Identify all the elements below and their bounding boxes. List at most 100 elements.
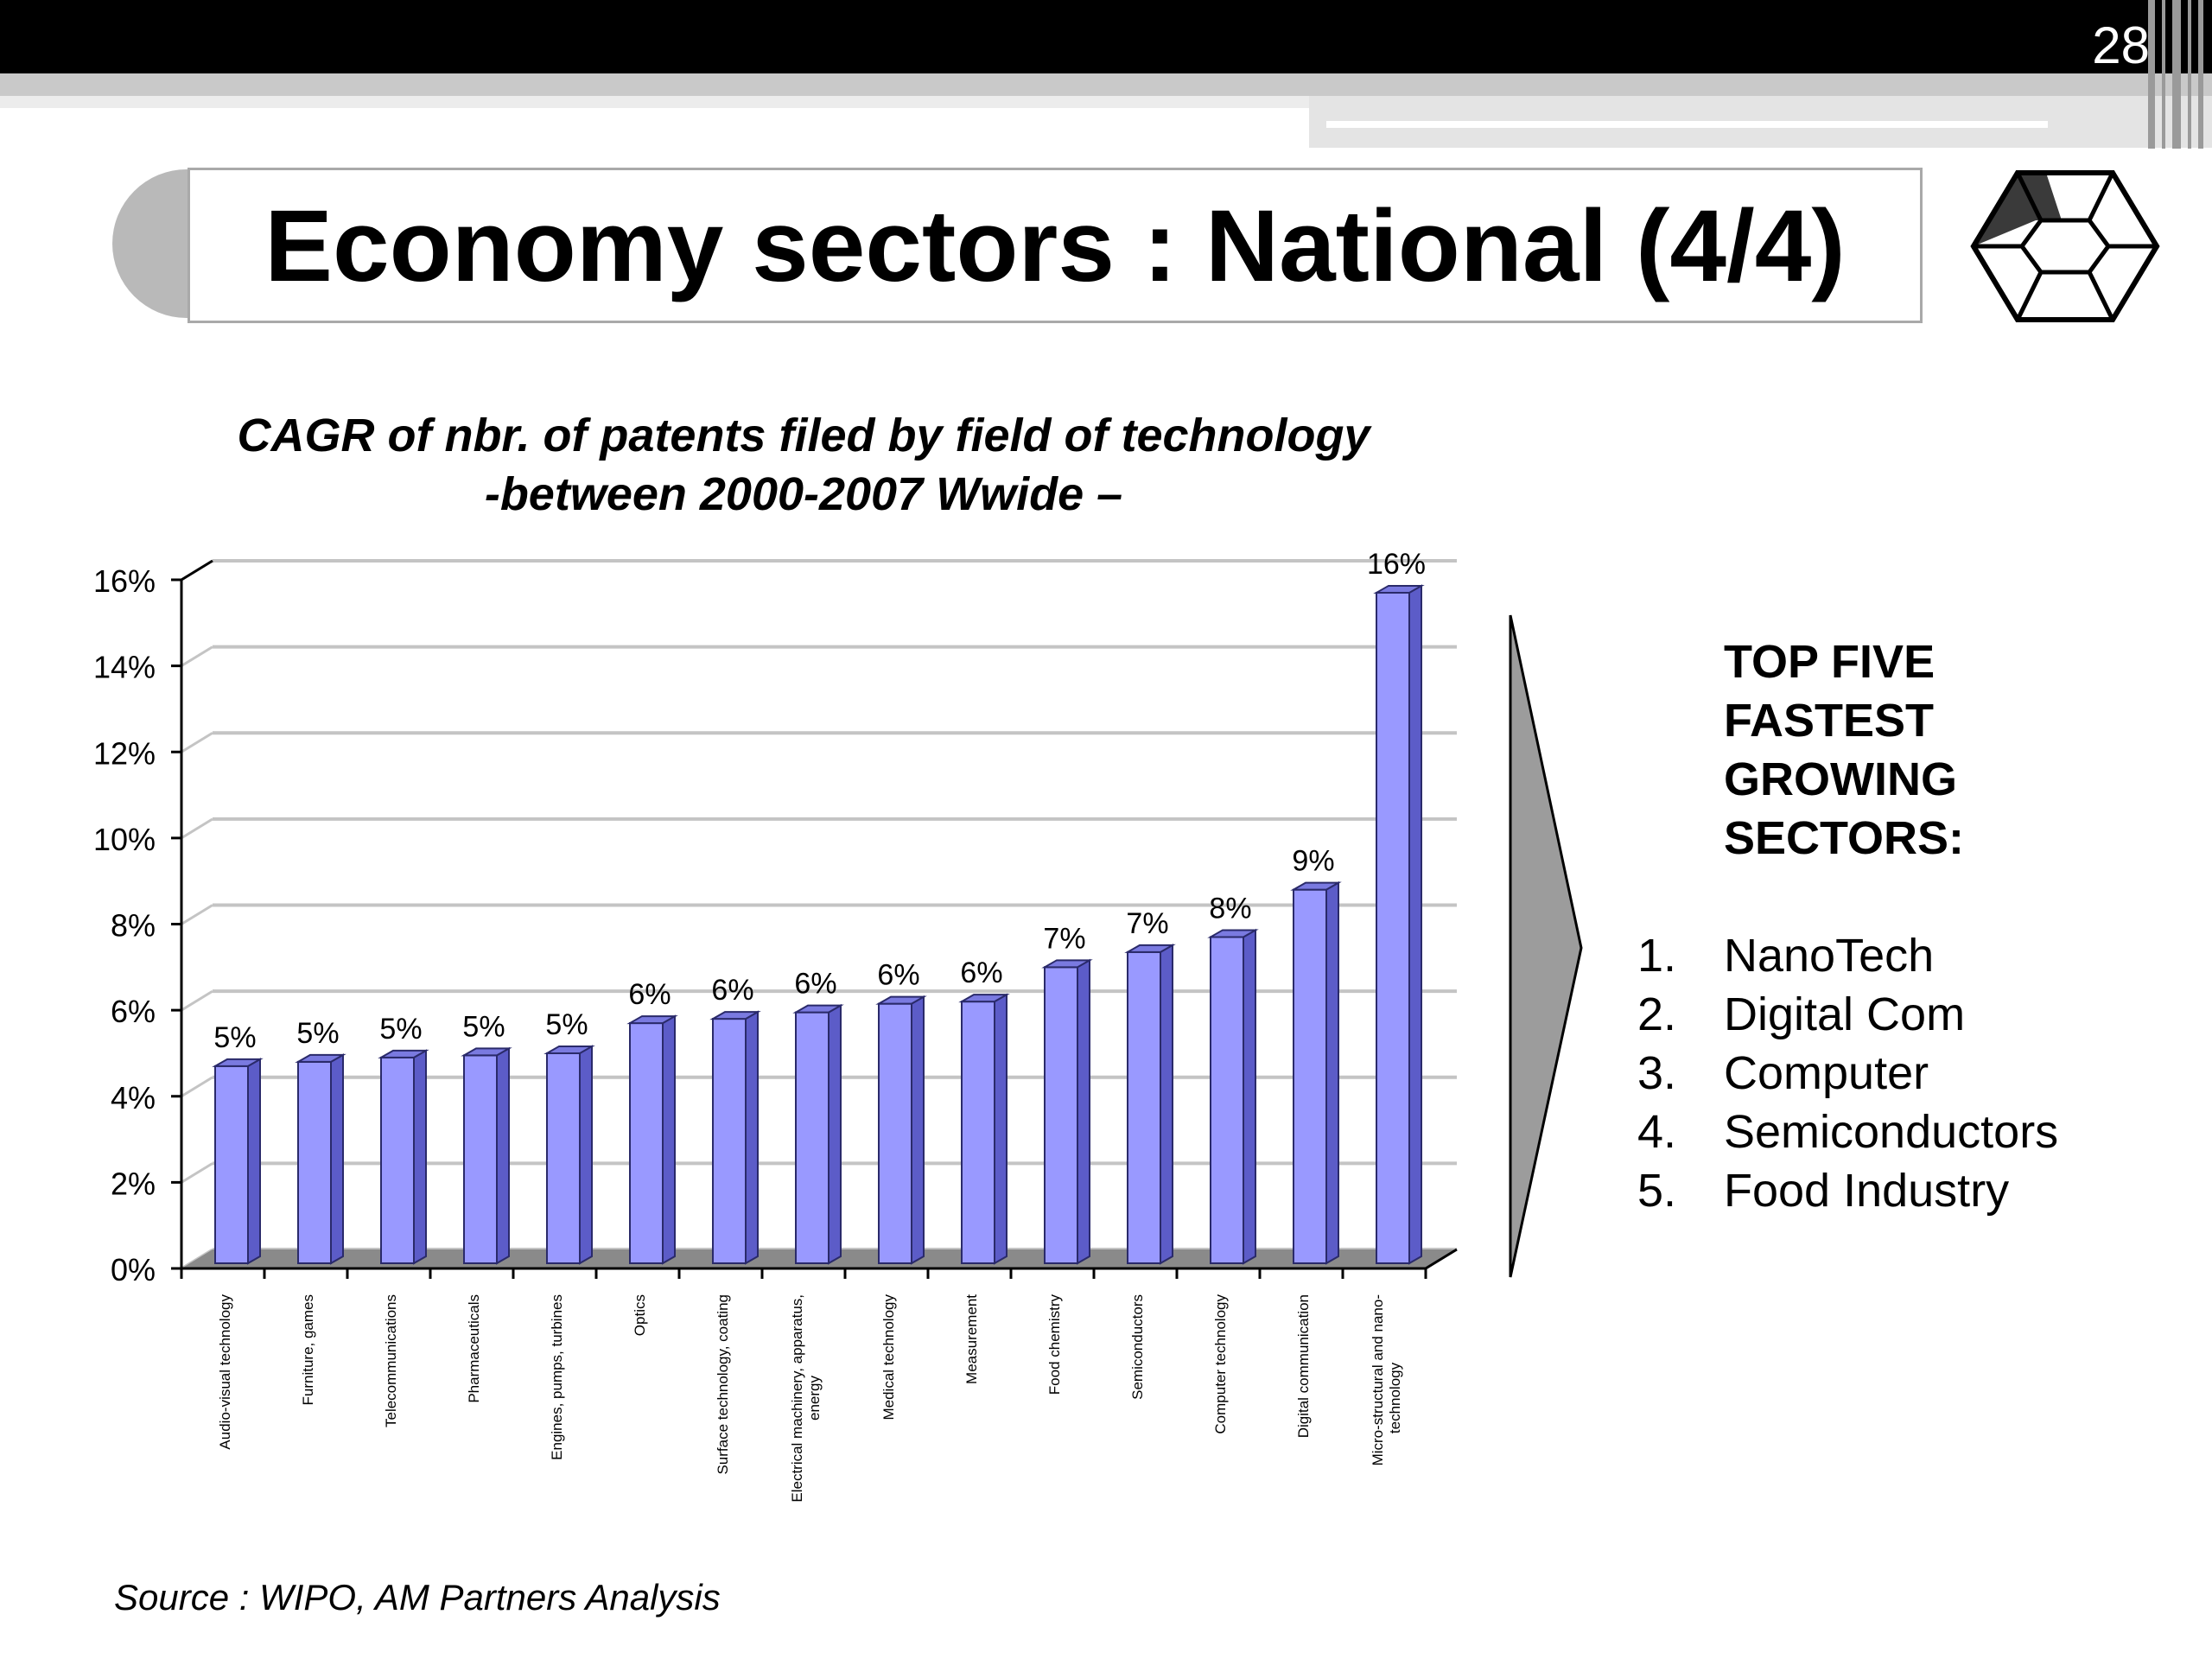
data-label: 8%: [1209, 892, 1251, 925]
source-note: Source : WIPO, AM Partners Analysis: [114, 1577, 721, 1618]
bar: [297, 1060, 332, 1265]
y-tick-label: 12%: [93, 735, 156, 771]
list-label: Semiconductors: [1724, 1106, 2059, 1158]
bar: [1127, 950, 1161, 1265]
data-label: 9%: [1292, 845, 1334, 878]
y-axis-top: [181, 559, 213, 582]
bar-top: [1207, 929, 1259, 938]
title-box: [188, 168, 1923, 323]
x-tick-label: Pharmaceuticals: [466, 1294, 482, 1403]
list-label: Digital Com: [1724, 988, 1966, 1040]
page-number: 28: [2092, 16, 2150, 74]
data-label: 5%: [462, 1010, 505, 1043]
x-tick-label: Electrical machinery, apparatus,energy: [789, 1294, 823, 1503]
top-five-heading: TOP FIVE FASTEST GROWING SECTORS:: [1724, 632, 1964, 868]
list-label: Food Industry: [1724, 1165, 2010, 1217]
y-tick-label: 0%: [111, 1252, 156, 1287]
hexagon-logo-icon: [1970, 170, 2160, 322]
bar: [214, 1065, 249, 1264]
bar-side: [330, 1053, 344, 1265]
x-axis-end: [1425, 1248, 1458, 1270]
x-tick-label: Engines, pumps, turbines: [549, 1294, 565, 1460]
x-tick-label: Measurement: [963, 1294, 980, 1384]
x-tick-label: Audio-visual technology: [217, 1294, 233, 1450]
data-label: 6%: [711, 974, 753, 1007]
bar-top: [543, 1045, 595, 1054]
data-label: 6%: [628, 978, 671, 1011]
heading-line: TOP FIVE: [1724, 636, 1936, 688]
bar-top: [792, 1004, 844, 1014]
bar-side: [1160, 944, 1173, 1265]
x-tick-label: Computer technology: [1212, 1294, 1229, 1434]
bar: [380, 1056, 415, 1264]
x-tick-label: Telecommunications: [383, 1294, 399, 1427]
heading-line: SECTORS:: [1724, 812, 1965, 864]
bar-top: [461, 1047, 512, 1057]
y-tick-label: 8%: [111, 908, 156, 944]
data-label: 5%: [545, 1008, 588, 1041]
gridline-side: [181, 904, 213, 925]
x-tick-label: Optics: [632, 1294, 648, 1336]
data-label: 6%: [877, 959, 919, 992]
data-label: 6%: [794, 968, 836, 1001]
bar-top: [1290, 881, 1342, 891]
bar-side: [1077, 958, 1090, 1265]
bar-side: [828, 1003, 842, 1265]
list-number: 2.: [1637, 988, 1677, 1040]
data-label: 5%: [296, 1017, 339, 1050]
x-tick-label: Furniture, games: [300, 1294, 316, 1406]
bar: [712, 1018, 747, 1265]
top-bar: [0, 0, 2212, 73]
y-tick-label: 14%: [93, 650, 156, 685]
data-label: 7%: [1043, 922, 1085, 955]
x-tick-label-line: Micro-structural and nano-: [1370, 1294, 1386, 1465]
x-tick-label-line: Audio-visual technology: [217, 1294, 233, 1450]
bar-side: [1243, 928, 1256, 1265]
chart-title-line1: CAGR of nbr. of patents filed by field o…: [237, 410, 1370, 461]
x-tick-label-line: Telecommunications: [383, 1294, 399, 1427]
x-tick-label-line: Optics: [632, 1294, 648, 1336]
bar: [795, 1011, 830, 1264]
header-stripe: [1326, 121, 2048, 128]
bar-side: [496, 1046, 510, 1265]
gridline-side: [181, 1076, 213, 1098]
arrow-shape: [1509, 614, 1583, 1278]
x-tick-label-line: Semiconductors: [1129, 1294, 1146, 1400]
list-number: 5.: [1637, 1165, 1677, 1217]
bar: [878, 1002, 912, 1264]
x-tick-label-line: Food chemistry: [1046, 1294, 1063, 1395]
bar: [1376, 591, 1410, 1264]
x-tick-label-line: Engines, pumps, turbines: [549, 1294, 565, 1460]
x-tick-label: Digital communication: [1295, 1294, 1312, 1438]
y-tick-label: 2%: [111, 1166, 156, 1201]
gridline-side: [181, 1162, 213, 1184]
bar-side: [911, 995, 925, 1265]
header-lines: [2143, 0, 2212, 149]
data-label: 5%: [379, 1013, 422, 1046]
bar-side: [413, 1049, 427, 1265]
chart-title-line2: -between 2000-2007 Wwide –: [484, 468, 1123, 520]
y-tick-label: 16%: [93, 563, 156, 599]
x-tick-label-line: Surface technology, coating: [715, 1294, 731, 1475]
x-tick-label-line: Measurement: [963, 1294, 980, 1384]
bar-side: [579, 1045, 593, 1265]
heading-line: FASTEST: [1724, 695, 1935, 747]
bar-top: [626, 1015, 678, 1025]
data-label: 7%: [1126, 907, 1168, 940]
gridline-side: [181, 817, 213, 840]
list-label: Computer: [1724, 1047, 1929, 1099]
bar-top: [295, 1053, 346, 1063]
bar: [546, 1052, 581, 1264]
list-number: 3.: [1637, 1047, 1677, 1099]
x-tick-label-line: Digital communication: [1295, 1294, 1312, 1438]
x-tick-label-line: Furniture, games: [300, 1294, 316, 1406]
data-label: 6%: [960, 957, 1002, 989]
header-stripe: [0, 73, 2212, 96]
y-tick-label: 6%: [111, 994, 156, 1029]
chart-title: CAGR of nbr. of patents filed by field o…: [130, 406, 1478, 524]
bar-side: [994, 993, 1007, 1265]
bar: [961, 1001, 995, 1264]
bar-top: [1041, 959, 1093, 969]
x-tick-label: Surface technology, coating: [715, 1294, 731, 1475]
